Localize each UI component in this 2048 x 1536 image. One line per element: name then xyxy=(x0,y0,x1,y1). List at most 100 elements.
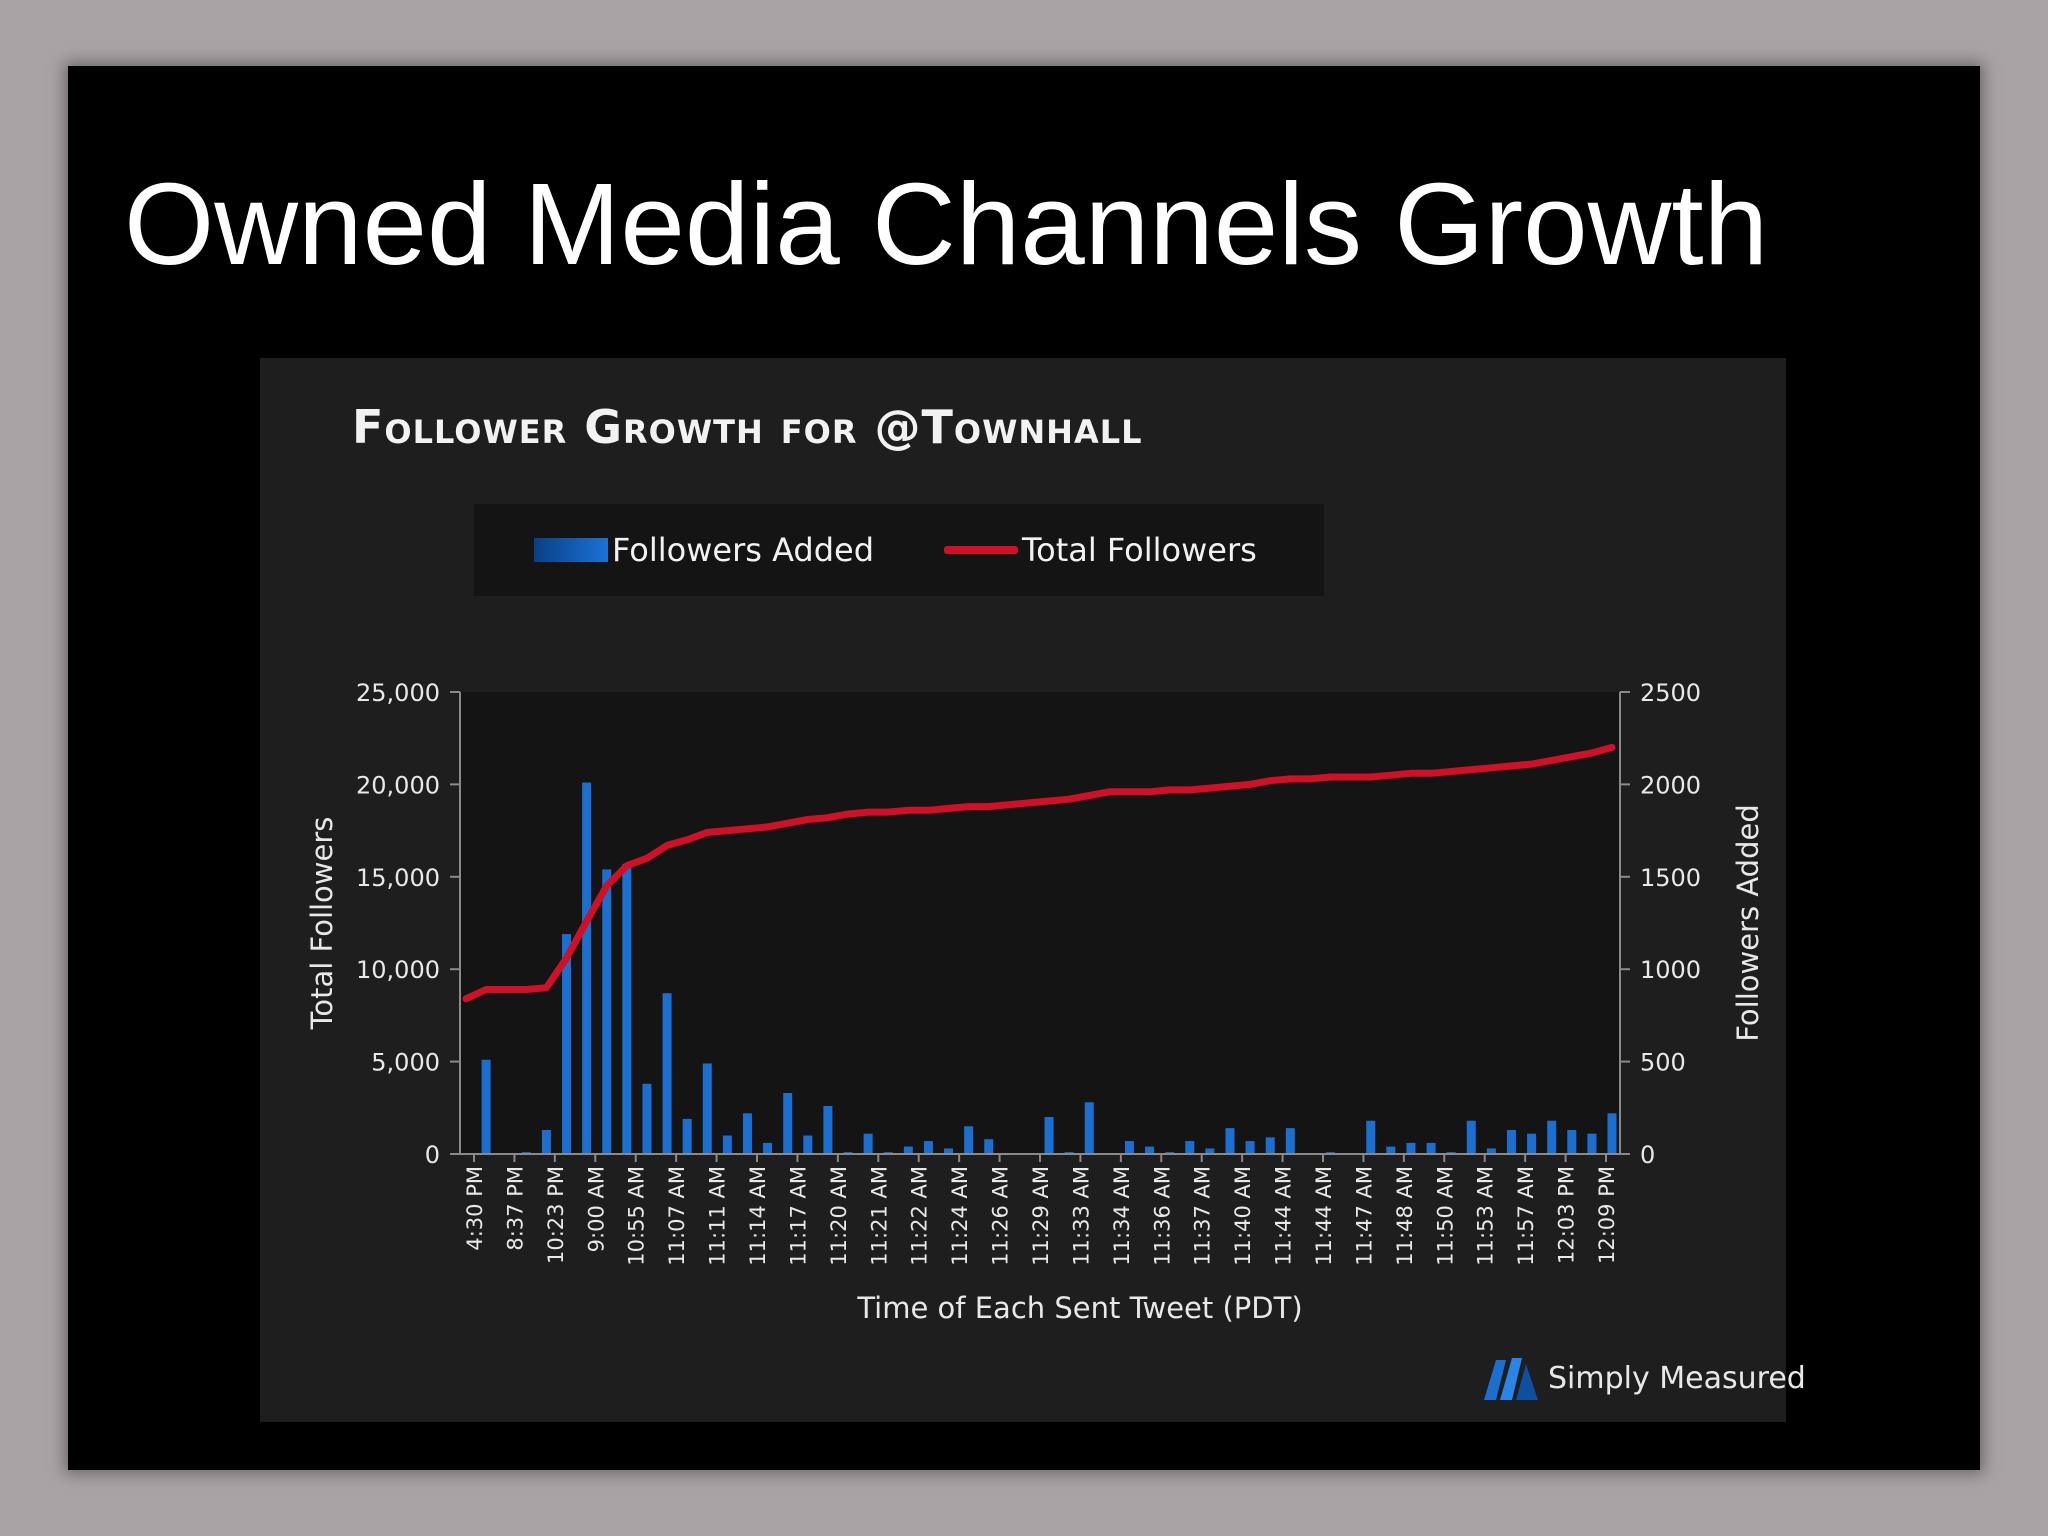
bar xyxy=(1185,1141,1195,1154)
x-tick-label: 11:37 AM xyxy=(1191,1166,1215,1266)
x-tick-label: 4:30 PM xyxy=(463,1166,487,1251)
x-tick-label: 11:26 AM xyxy=(989,1166,1013,1266)
y-left-tick-label: 5,000 xyxy=(371,1049,440,1077)
line-series-total-followers xyxy=(462,743,1616,1003)
total-followers-line xyxy=(462,743,1616,1003)
x-tick-label: 11:33 AM xyxy=(1069,1166,1093,1266)
bar xyxy=(903,1146,913,1154)
x-tick-label: 12:09 PM xyxy=(1595,1166,1619,1264)
bar xyxy=(763,1142,773,1154)
bar xyxy=(1466,1120,1476,1154)
x-tick-label: 10:55 AM xyxy=(625,1166,649,1266)
y-axis-left-label: Total Followers xyxy=(305,817,339,1031)
bar xyxy=(1527,1133,1537,1154)
y-left-tick-label: 10,000 xyxy=(356,956,440,984)
bar xyxy=(602,869,612,1154)
x-tick-label: 11:20 AM xyxy=(827,1166,851,1266)
bar xyxy=(622,863,632,1154)
x-tick-label: 11:29 AM xyxy=(1029,1166,1053,1266)
bar xyxy=(1386,1146,1396,1154)
bar xyxy=(863,1133,873,1154)
brand: Simply Measured xyxy=(1482,1354,1806,1402)
bar xyxy=(823,1105,833,1154)
x-tick-label: 9:00 AM xyxy=(584,1166,608,1252)
x-tick-label: 11:36 AM xyxy=(1150,1166,1174,1266)
bar xyxy=(682,1118,692,1154)
bar xyxy=(1084,1102,1094,1154)
bar xyxy=(944,1148,954,1154)
x-tick-label: 11:53 AM xyxy=(1474,1166,1498,1266)
legend: Followers Added Total Followers xyxy=(474,504,1324,596)
bar xyxy=(722,1135,732,1154)
x-tick-label: 11:44 AM xyxy=(1312,1166,1336,1266)
y-right-tick-label: 1500 xyxy=(1640,864,1701,892)
y-left-tick-label: 20,000 xyxy=(356,771,440,799)
x-tick-label: 11:40 AM xyxy=(1231,1166,1255,1266)
x-tick-label: 11:47 AM xyxy=(1352,1166,1376,1266)
bar xyxy=(1587,1133,1597,1154)
bar xyxy=(1145,1146,1155,1154)
x-tick-label: 11:21 AM xyxy=(867,1166,891,1266)
bar xyxy=(1205,1148,1215,1154)
chart-title: Follower Growth for @Townhall xyxy=(352,400,1143,454)
bar xyxy=(1607,1113,1617,1154)
bar xyxy=(1426,1142,1436,1154)
bar xyxy=(1265,1137,1275,1154)
bar xyxy=(1245,1141,1255,1154)
x-tick-label: 11:50 AM xyxy=(1433,1166,1457,1266)
bar xyxy=(1124,1141,1134,1154)
bar xyxy=(1547,1120,1557,1154)
x-tick-label: 11:17 AM xyxy=(786,1166,810,1266)
y-axis-right-label: Followers Added xyxy=(1731,804,1765,1041)
y-axis-right: 0 500 1000 1500 2000 2500 xyxy=(1619,679,1701,1169)
bar xyxy=(642,1083,652,1154)
slide-title: Owned Media Channels Growth xyxy=(124,159,1769,289)
y-left-tick-label: 15,000 xyxy=(356,864,440,892)
bar xyxy=(1044,1117,1054,1154)
legend-item-followers-added: Followers Added xyxy=(534,528,874,572)
x-tick-label: 11:44 AM xyxy=(1272,1166,1296,1266)
bar xyxy=(1225,1128,1235,1154)
x-tick-label: 12:03 PM xyxy=(1555,1166,1579,1264)
bar xyxy=(582,782,592,1154)
bar xyxy=(1366,1120,1376,1154)
x-tick-label: 10:23 PM xyxy=(544,1166,568,1264)
y-right-tick-label: 500 xyxy=(1640,1049,1686,1077)
y-right-tick-label: 1000 xyxy=(1640,956,1701,984)
y-left-tick-label: 25,000 xyxy=(356,679,440,707)
y-right-tick-label: 0 xyxy=(1640,1141,1655,1169)
x-tick-label: 11:48 AM xyxy=(1393,1166,1417,1266)
bar xyxy=(923,1141,933,1154)
bar xyxy=(783,1093,793,1154)
bar xyxy=(1486,1148,1496,1154)
y-right-tick-label: 2000 xyxy=(1640,771,1701,799)
x-axis-label: Time of Each Sent Tweet (PDT) xyxy=(856,1291,1302,1325)
legend-label-total-followers: Total Followers xyxy=(1022,531,1257,569)
legend-line-swatch xyxy=(944,546,1018,554)
bar xyxy=(702,1063,712,1154)
bar xyxy=(662,993,672,1154)
x-tick-label: 11:07 AM xyxy=(665,1166,689,1266)
brand-text: Simply Measured xyxy=(1548,1360,1806,1396)
x-tick-label: 8:37 PM xyxy=(503,1166,527,1251)
x-tick-label: 11:14 AM xyxy=(746,1166,770,1266)
bar xyxy=(562,934,572,1154)
bar xyxy=(1406,1142,1416,1154)
bar xyxy=(803,1135,813,1154)
bar xyxy=(742,1113,752,1154)
plot-background xyxy=(460,692,1620,1154)
bar-series-followers-added xyxy=(481,782,1617,1154)
simply-measured-logo-icon xyxy=(1484,1358,1538,1400)
slide: Owned Media Channels Growth Follower Gro… xyxy=(68,66,1980,1470)
x-tick-label: 11:57 AM xyxy=(1514,1166,1538,1266)
bar xyxy=(984,1139,994,1154)
legend-bar-swatch xyxy=(534,538,608,562)
x-tick-label: 11:11 AM xyxy=(706,1166,730,1266)
bar xyxy=(1506,1129,1516,1154)
bar xyxy=(541,1129,551,1154)
x-tick-label: 11:34 AM xyxy=(1110,1166,1134,1266)
plot-area: 0 5,000 10,000 15,000 20,000 25,000 0 500 1000 1… xyxy=(305,679,1765,1325)
legend-label-followers-added: Followers Added xyxy=(612,531,875,569)
chart-panel: Follower Growth for @Townhall Followers … xyxy=(260,358,1806,1422)
y-right-tick-label: 2500 xyxy=(1640,679,1701,707)
